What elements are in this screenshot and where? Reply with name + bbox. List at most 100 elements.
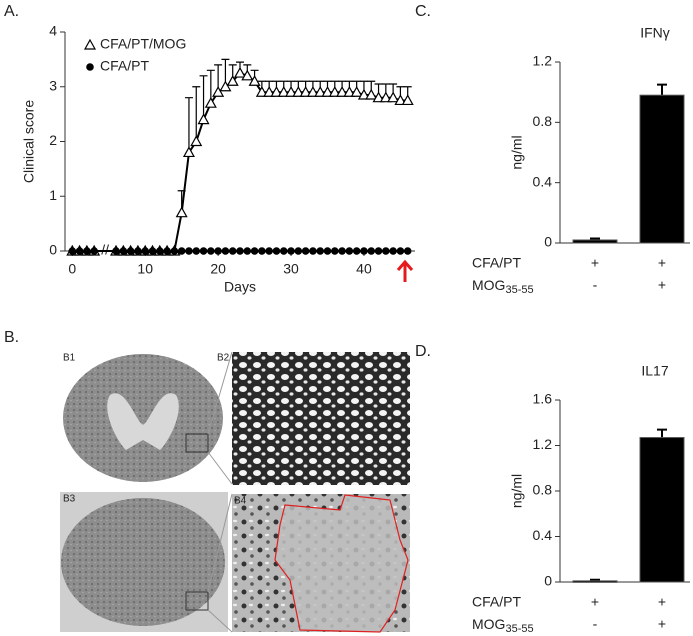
point	[263, 85, 276, 97]
point	[272, 247, 281, 255]
point	[301, 247, 310, 255]
point	[258, 247, 266, 255]
point	[255, 85, 268, 97]
bar	[639, 94, 685, 244]
panel-label: C.	[415, 3, 431, 20]
point	[141, 247, 150, 255]
bar	[639, 437, 685, 583]
point	[321, 85, 334, 97]
zoom-box	[185, 433, 209, 453]
point	[190, 135, 203, 147]
point	[374, 247, 383, 255]
legend-marker	[83, 38, 97, 50]
condition-level: +	[658, 594, 666, 610]
x-tick-label: 10	[137, 261, 153, 277]
condition-level: +	[658, 277, 666, 293]
y-tick-label: 1.6	[533, 391, 553, 407]
y-tick-label: 0.8	[533, 113, 553, 129]
image-label: B4	[234, 496, 247, 507]
point	[221, 247, 230, 255]
error-bar	[657, 428, 667, 438]
point	[360, 247, 368, 255]
bar	[572, 580, 618, 583]
point	[243, 247, 252, 255]
condition-label: MOG35-55	[472, 616, 534, 635]
point	[148, 247, 157, 255]
point	[177, 247, 186, 255]
point	[228, 247, 237, 255]
y-tick-label: 1	[49, 187, 57, 203]
condition-label-text: MOG	[472, 616, 505, 632]
y-tick-label: 3	[49, 77, 57, 93]
point	[250, 247, 259, 255]
error-bar	[199, 75, 208, 120]
point	[328, 85, 341, 97]
point	[352, 247, 361, 255]
series-line	[72, 71, 408, 252]
point	[330, 247, 339, 255]
y-tick-label: 1.2	[533, 436, 553, 452]
point	[199, 247, 208, 255]
point	[323, 247, 332, 255]
image-b2	[232, 352, 410, 485]
condition-level: +	[658, 616, 666, 632]
lesion-outline	[274, 494, 409, 633]
y-tick-label: 0.4	[533, 173, 553, 189]
point	[207, 247, 215, 255]
point	[314, 85, 327, 97]
error-bar	[192, 86, 201, 142]
y-tick-label: 0	[49, 242, 57, 258]
y-tick-label: 4	[49, 23, 57, 39]
point	[226, 75, 239, 86]
point	[248, 75, 261, 86]
point	[306, 85, 319, 97]
point	[214, 247, 222, 255]
panel-b-images	[60, 350, 410, 633]
point	[175, 206, 188, 218]
error-bar	[184, 97, 193, 153]
y-tick-label: 1.2	[533, 53, 553, 69]
condition-level: -	[593, 616, 598, 632]
point	[287, 247, 295, 255]
point	[279, 247, 288, 255]
point	[309, 247, 317, 255]
point	[338, 247, 346, 255]
point	[68, 247, 77, 255]
point	[365, 88, 378, 100]
point	[389, 247, 397, 255]
condition-level: +	[658, 255, 666, 271]
point	[403, 247, 412, 255]
point	[294, 247, 303, 255]
y-axis-title: ng/ml	[509, 135, 525, 169]
point	[343, 85, 356, 97]
panel-label: D.	[415, 343, 431, 360]
white-matter	[107, 393, 179, 450]
point	[75, 247, 84, 255]
point	[170, 247, 179, 255]
point	[233, 66, 247, 78]
point	[292, 85, 305, 97]
spinal-cord	[63, 354, 223, 482]
point	[83, 247, 91, 255]
point	[126, 247, 135, 255]
point	[285, 85, 298, 97]
panel-label: A.	[4, 3, 19, 20]
x-axis-title: Days	[224, 279, 256, 295]
chart-title: IFNγ	[640, 25, 670, 41]
legend-label: CFA/PT/MOG	[100, 36, 186, 52]
point	[345, 247, 354, 255]
legend-label: CFA/PT	[100, 58, 149, 74]
point	[396, 247, 405, 255]
zoom-line	[207, 493, 233, 593]
point	[119, 247, 128, 255]
condition-label: CFA/PT	[472, 255, 521, 271]
chart-title: IL17	[641, 363, 668, 379]
point	[277, 85, 290, 97]
point	[212, 85, 225, 97]
error-bar	[657, 83, 667, 96]
end-arrow	[396, 259, 414, 282]
point	[236, 247, 244, 255]
bar	[572, 239, 618, 244]
point	[204, 96, 217, 108]
point	[185, 247, 193, 255]
